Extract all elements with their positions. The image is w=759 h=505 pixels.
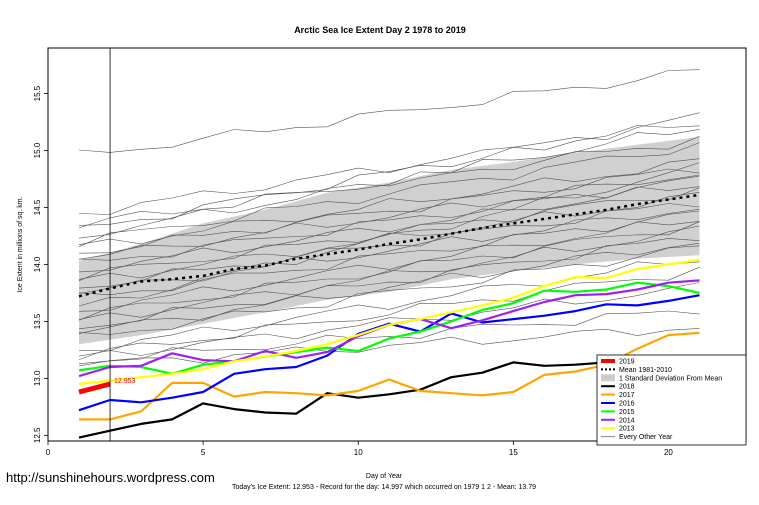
footer-text: Today's Ice Extent: 12.953 - Record for …: [232, 484, 536, 491]
series-line-2018: [78, 356, 700, 439]
y-tick-label: 15.0: [33, 142, 42, 158]
watermark: http://sunshinehours.wordpress.com: [6, 470, 215, 485]
legend-label: 2016: [619, 401, 635, 408]
other-year-line: [78, 187, 700, 281]
x-tick-label: 20: [664, 448, 673, 457]
other-year-line: [78, 112, 700, 226]
y-tick-label: 12.5: [33, 427, 42, 443]
series-line-2013: [78, 258, 700, 386]
other-year-line: [78, 225, 700, 320]
other-year-line: [78, 129, 700, 239]
other-year-line: [78, 142, 700, 247]
other-year-line: [78, 328, 700, 367]
legend-box: [596, 354, 747, 446]
x-tick-label: 0: [46, 448, 51, 457]
legend-label: 2017: [619, 392, 635, 399]
series-line-2017: [79, 331, 700, 421]
other-year-line: [78, 221, 700, 321]
every-other-year-lines: [78, 69, 700, 367]
other-year-line: [78, 261, 700, 352]
y-axis-label: Ice Extent in millions of sq. km.: [17, 196, 24, 292]
y-tick-label: 14.0: [33, 256, 42, 272]
x-tick-label: 5: [201, 448, 206, 457]
other-year-line: [78, 242, 700, 334]
legend-label: 2015: [619, 409, 635, 416]
year-series: 12.953: [78, 48, 700, 441]
std-deviation-band: [79, 136, 700, 345]
legend-label: 2013: [619, 426, 635, 433]
other-year-line: [78, 282, 700, 357]
other-year-line: [78, 186, 700, 273]
other-year-line: [78, 192, 700, 280]
other-year-line: [78, 238, 700, 330]
other-year-line: [78, 221, 700, 312]
axes: 0 5 10 15 20 12.5 13.0 13.5 14.0 14.5 15.0 15.5: [33, 85, 673, 457]
legend-label: 2019: [619, 359, 635, 366]
other-year-line: [78, 266, 700, 360]
y-tick-label: 13.0: [33, 370, 42, 386]
other-year-line: [78, 125, 700, 215]
series-line-2019: [78, 381, 111, 395]
other-year-line: [78, 310, 700, 364]
std-band-area: [79, 136, 700, 345]
legend-label: 1 Standard Deviation From Mean: [619, 375, 722, 382]
series-line-mean-1981-2010: [78, 193, 700, 298]
other-year-line: [78, 168, 700, 254]
x-axis-label: Day of Year: [366, 473, 403, 480]
other-year-line: [78, 174, 700, 260]
current-value-label: 12.953: [114, 378, 136, 385]
chart-title: Arctic Sea Ice Extent Day 2 1978 to 2019: [294, 25, 466, 35]
x-tick-label: 15: [509, 448, 518, 457]
x-tick-label: 10: [354, 448, 363, 457]
other-year-line: [78, 136, 700, 229]
other-year-line: [78, 158, 700, 245]
y-tick-label: 13.5: [33, 313, 42, 329]
y-tick-label: 14.5: [33, 199, 42, 215]
other-year-line: [78, 245, 700, 335]
legend-swatch: [601, 374, 615, 382]
other-year-line: [78, 203, 700, 289]
y-tick-label: 15.5: [33, 85, 42, 101]
legend-label: Every Other Year: [619, 434, 673, 441]
legend-label: 2014: [619, 417, 635, 424]
other-year-line: [78, 162, 700, 307]
legend-label: Mean 1981-2010: [619, 367, 672, 374]
other-year-line: [78, 208, 700, 294]
other-year-line: [78, 210, 700, 296]
legend-label: 2018: [619, 384, 635, 391]
series-line-2015: [78, 281, 700, 375]
other-year-line: [78, 69, 700, 153]
